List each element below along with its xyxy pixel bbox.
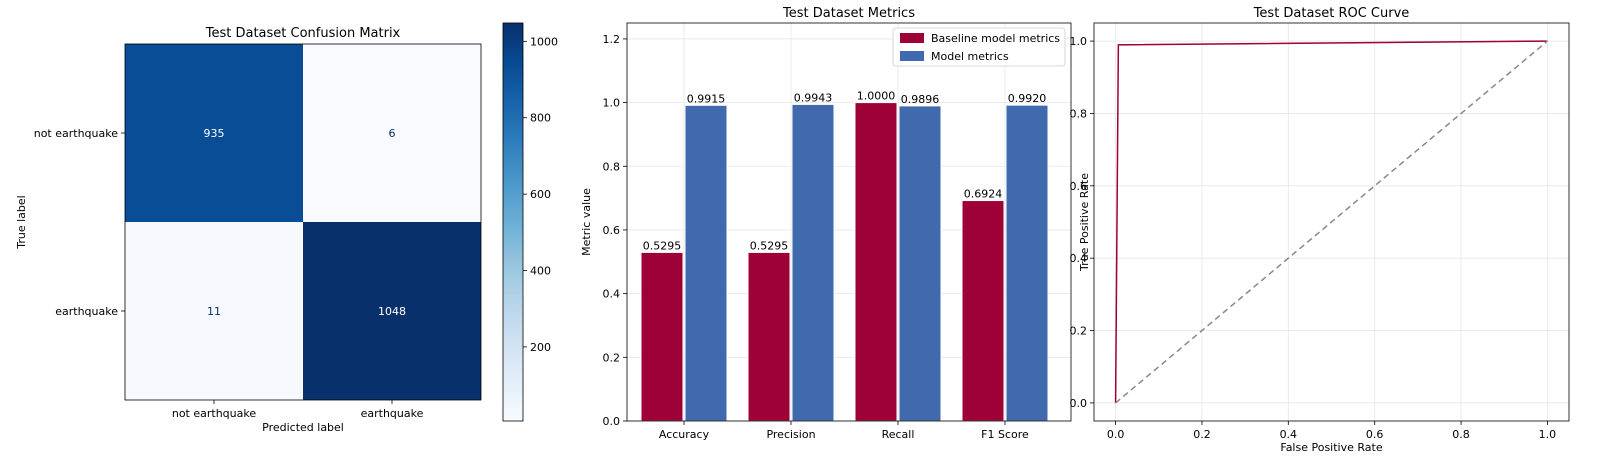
metrics-bar-chart: 0.5295 0.5295 1.0000 0.6924 0.9915 0.9943 0.98… xyxy=(580,6,1072,441)
x-tick-label: 1.0 xyxy=(1539,428,1557,441)
bar xyxy=(791,103,835,422)
plot-frame xyxy=(124,43,482,401)
bar xyxy=(747,251,791,422)
roc-curve-chart: 0.0 0.2 0.4 0.6 0.8 1.0 0.0 0.2 0.4 0.6 0.8 1.0 Test… xyxy=(1070,6,1570,454)
roc-curve-line xyxy=(1114,40,1548,403)
y-tick-label: 0.6 xyxy=(603,224,621,237)
y-axis-label: True Positive Rate xyxy=(1078,173,1091,272)
x-tick-label: 0.4 xyxy=(1280,428,1298,441)
y-tick-label: 0.0 xyxy=(603,415,621,428)
y-axis-label: Metric value xyxy=(580,188,593,256)
bar xyxy=(854,102,898,422)
x-axis-label: False Positive Rate xyxy=(1280,441,1382,454)
y-tick-label: 1.0 xyxy=(1070,35,1088,48)
legend-swatch xyxy=(900,51,924,61)
matrix-cell xyxy=(303,222,481,400)
y-tick-label: 0.2 xyxy=(603,351,621,364)
bar-value-label: 0.5295 xyxy=(643,239,682,252)
chart-title: Test Dataset Metrics xyxy=(782,6,915,21)
confusion-matrix-chart: 935 6 11 1048 Test Dataset Confusion Matrix n… xyxy=(15,22,558,434)
colorbar-tick-label: 200 xyxy=(530,341,551,354)
chance-diagonal-line xyxy=(1115,40,1548,404)
x-tick-label: 0.2 xyxy=(1193,428,1211,441)
x-tick-label: 0.6 xyxy=(1366,428,1384,441)
x-tick-label: Recall xyxy=(882,428,915,441)
x-tick-label: not earthquake xyxy=(172,407,256,420)
bar-value-label: 0.6924 xyxy=(964,188,1003,201)
colorbar xyxy=(502,22,524,422)
x-axis-label: Predicted label xyxy=(262,421,344,434)
y-tick-label: 0.4 xyxy=(603,288,621,301)
y-tick-label: 0.4 xyxy=(1070,252,1088,265)
chart-title: Test Dataset ROC Curve xyxy=(1253,6,1410,21)
y-tick-label: 1.2 xyxy=(603,33,621,46)
bar-value-label: 1.0000 xyxy=(857,90,896,103)
cell-value-label: 1048 xyxy=(378,305,406,318)
plot-frame xyxy=(626,22,1072,422)
y-tick-label: 0.0 xyxy=(1070,397,1088,410)
legend: Baseline model metrics Model metrics xyxy=(892,27,1066,67)
x-tick-label: Accuracy xyxy=(659,428,710,441)
y-tick-label: 0.2 xyxy=(1070,325,1088,338)
y-tick-label: 0.8 xyxy=(1070,107,1088,120)
colorbar-tick-label: 400 xyxy=(530,265,551,278)
colorbar-tick-label: 1000 xyxy=(530,35,558,48)
x-tick-label: 0.8 xyxy=(1452,428,1470,441)
x-tick-label: earthquake xyxy=(361,407,424,420)
matrix-cell xyxy=(303,44,481,222)
legend-box xyxy=(892,27,1066,67)
bar xyxy=(640,251,684,422)
chart-title: Test Dataset Confusion Matrix xyxy=(205,26,401,41)
bar xyxy=(684,104,728,422)
cell-value-label: 6 xyxy=(389,127,396,140)
x-tick-label: 0.0 xyxy=(1107,428,1125,441)
x-tick-label: Precision xyxy=(766,428,815,441)
bar xyxy=(898,105,942,422)
y-tick-label: not earthquake xyxy=(34,127,118,140)
y-axis-label: True label xyxy=(15,195,28,249)
matrix-cell xyxy=(125,44,303,222)
y-tick-label: 1.0 xyxy=(603,97,621,110)
bar-value-label: 0.9943 xyxy=(794,91,833,104)
bar xyxy=(1005,104,1049,422)
legend-label: Model metrics xyxy=(931,50,1009,63)
y-tick-label: 0.6 xyxy=(1070,180,1088,193)
y-tick-label: 0.8 xyxy=(603,160,621,173)
matrix-cell xyxy=(125,222,303,400)
bar-value-label: 0.9920 xyxy=(1008,92,1047,105)
bar-value-label: 0.9915 xyxy=(687,92,726,105)
cell-value-label: 935 xyxy=(204,127,225,140)
y-tick-label: earthquake xyxy=(55,305,118,318)
bar xyxy=(961,200,1005,422)
plot-frame xyxy=(1093,22,1570,422)
x-tick-label: F1 Score xyxy=(981,428,1029,441)
colorbar-tick-label: 800 xyxy=(530,112,551,125)
legend-swatch xyxy=(900,33,924,43)
bar-value-label: 0.5295 xyxy=(750,239,789,252)
bar-value-label: 0.9896 xyxy=(901,93,940,106)
cell-value-label: 11 xyxy=(207,305,221,318)
colorbar-tick-label: 600 xyxy=(530,188,551,201)
legend-label: Baseline model metrics xyxy=(931,32,1060,45)
